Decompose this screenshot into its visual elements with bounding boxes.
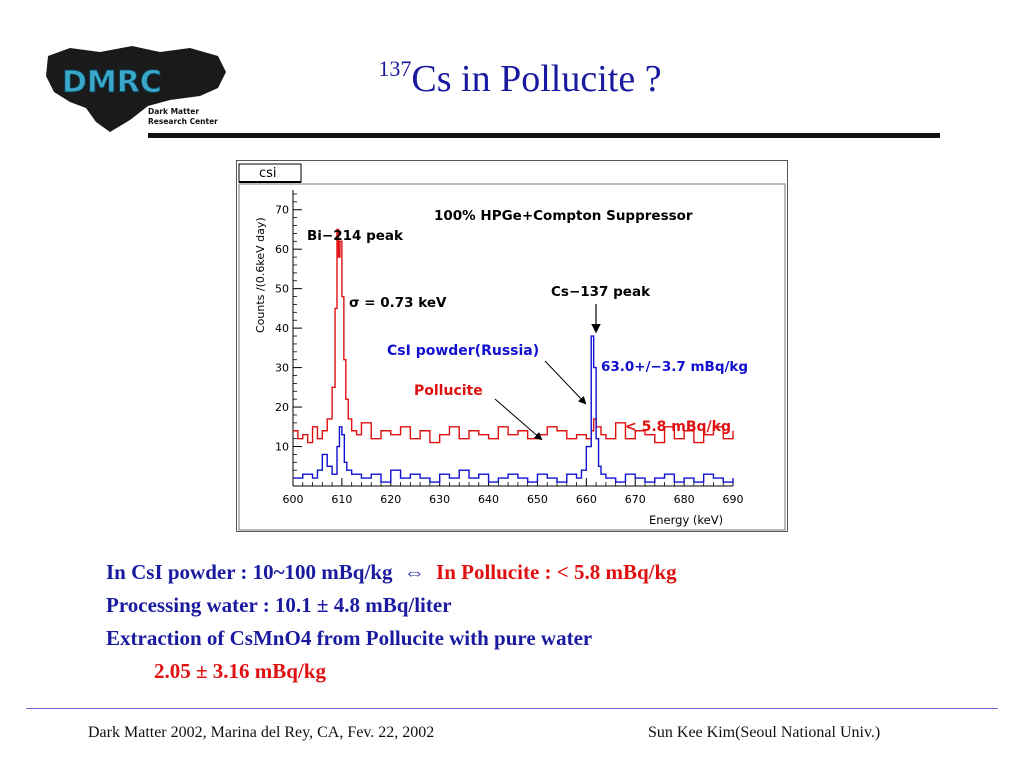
csi-powder-range: In CsI powder : 10~100 mBq/kg xyxy=(106,560,393,584)
annotation-sigma: σ = 0.73 keV xyxy=(349,295,447,311)
logo-subtitle-1: Dark Matter xyxy=(148,107,199,116)
series-csi-powder-russia- xyxy=(293,335,734,483)
x-tick-label: 610 xyxy=(331,493,352,506)
footer-divider xyxy=(26,708,998,709)
chart-title: 100% HPGe+Compton Suppressor xyxy=(434,208,693,224)
annotation-pollucite-activity: < 5.8 mBq/kg xyxy=(625,419,731,435)
y-axis-label: Counts /(0.6keV day) xyxy=(254,217,267,333)
summary-line-4: 2.05 ± 3.16 mBq/kg xyxy=(154,659,326,683)
pollucite-limit: In Pollucite : < 5.8 mBq/kg xyxy=(436,560,677,584)
x-tick-label: 670 xyxy=(625,493,646,506)
annotation-pollucite-label: Pollucite xyxy=(414,383,483,399)
chart-series xyxy=(293,228,734,483)
x-tick-label: 620 xyxy=(380,493,401,506)
dmrc-logo: DMRC Dark Matter Research Center xyxy=(40,42,230,134)
title-divider xyxy=(148,133,940,138)
summary-line-2: Processing water : 10.1 ± 4.8 mBq/liter xyxy=(106,593,452,617)
annotation-cs-peak: Cs−137 peak xyxy=(551,284,651,300)
y-tick-label: 50 xyxy=(275,283,289,296)
y-tick-label: 30 xyxy=(275,362,289,375)
summary-line-1: In CsI powder : 10~100 mBq/kg ⇔ In Pollu… xyxy=(106,556,677,589)
y-tick-label: 40 xyxy=(275,322,289,335)
y-tick-label: 20 xyxy=(275,401,289,414)
csi-arrow xyxy=(544,360,587,405)
logo-acronym: DMRC xyxy=(62,65,162,100)
logo-graphic: DMRC Dark Matter Research Center xyxy=(46,46,226,132)
canvas-tab-label: csi xyxy=(259,166,277,181)
spectrum-chart-svg: csi 600 610 620 630 640 650 660 670 680 690 10 20 30… xyxy=(238,163,786,531)
series-pollucite xyxy=(293,228,734,444)
x-tick-label: 690 xyxy=(723,493,744,506)
x-tick-label: 650 xyxy=(527,493,548,506)
footer-conference: Dark Matter 2002, Marina del Rey, CA, Fe… xyxy=(88,724,435,741)
x-tick-label: 660 xyxy=(576,493,597,506)
annotation-csi-label: CsI powder(Russia) xyxy=(387,343,539,359)
y-tick-label: 60 xyxy=(275,243,289,256)
footer-author: Sun Kee Kim(Seoul National Univ.) xyxy=(648,724,881,741)
x-tick-label: 630 xyxy=(429,493,450,506)
page-title: 137Cs in Pollucite ? xyxy=(300,58,740,100)
summary-line-3: Extraction of CsMnO4 from Pollucite with… xyxy=(106,626,593,650)
x-axis-label: Energy (keV) xyxy=(649,513,723,527)
annotation-bi-peak: Bi−214 peak xyxy=(307,228,404,244)
title-text: Cs in Pollucite ? xyxy=(411,58,662,100)
summary-text: In CsI powder : 10~100 mBq/kg ⇔ In Pollu… xyxy=(106,556,677,688)
x-tick-label: 600 xyxy=(283,493,304,506)
x-tick-label: 680 xyxy=(674,493,695,506)
equivalence-arrow-icon: ⇔ xyxy=(403,560,425,584)
chart-axes: 600 610 620 630 640 650 660 670 680 690 10 20 30 40 50… xyxy=(275,190,744,506)
y-tick-label: 10 xyxy=(275,441,289,454)
y-tick-label: 70 xyxy=(275,204,289,217)
logo-subtitle-2: Research Center xyxy=(148,117,218,126)
title-superscript: 137 xyxy=(378,56,412,81)
annotation-csi-activity: 63.0+/−3.7 mBq/kg xyxy=(601,359,748,375)
spectrum-chart: csi 600 610 620 630 640 650 660 670 680 690 10 20 30… xyxy=(236,160,788,532)
x-tick-label: 640 xyxy=(478,493,499,506)
pollucite-arrow xyxy=(494,398,543,441)
